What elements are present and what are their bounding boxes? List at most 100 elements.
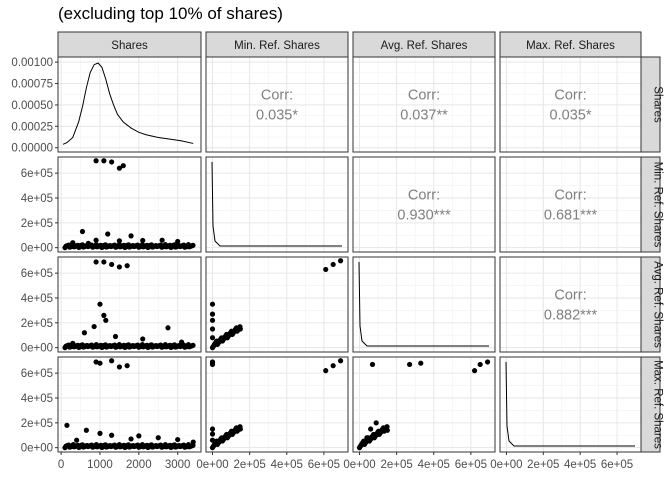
panel-grid <box>500 157 641 252</box>
x-tick-label: 6e+05 <box>601 459 633 471</box>
panel-border <box>205 356 349 453</box>
correlation-value: 0.930*** <box>397 208 451 224</box>
scatter-point <box>109 432 115 438</box>
panel-grid <box>500 57 641 152</box>
scatter-point <box>64 422 70 428</box>
column-strip-label: Max. Ref. Shares <box>526 40 615 52</box>
column-strip <box>57 31 202 58</box>
scatter-point <box>209 326 216 332</box>
panel-grid <box>353 257 495 352</box>
scatter-point <box>79 228 86 235</box>
scatter-point <box>165 325 171 331</box>
scatter-dense-band <box>356 424 390 451</box>
scatter-point <box>477 361 483 368</box>
scatter-point <box>97 301 103 307</box>
scatter-point <box>484 359 491 365</box>
y-tick-label: 0e+00 <box>21 443 53 455</box>
y-tick-label: 0.00050 <box>11 100 53 112</box>
x-tick-label: 0 <box>58 459 64 471</box>
scatter-point <box>109 358 115 364</box>
scatter-point <box>190 442 196 448</box>
scatter-point <box>323 266 329 273</box>
scatter-point <box>124 363 130 369</box>
panel-grid <box>353 57 495 152</box>
y-tick-label: 0.00100 <box>11 57 53 69</box>
y-tick-label: 0e+00 <box>21 243 53 255</box>
scatter-point <box>112 333 119 340</box>
panel-border <box>205 156 349 253</box>
scatter-point <box>128 233 134 239</box>
scatter-point <box>175 436 181 443</box>
row-strip-label: Max. Ref. Shares <box>652 360 664 449</box>
x-tick-label: 4e+05 <box>271 459 303 471</box>
y-tick-label: 0.00000 <box>11 143 53 155</box>
panel-background <box>58 257 201 352</box>
y-tick-label: 2e+05 <box>21 318 53 330</box>
scatter-point <box>368 426 374 432</box>
panel-grid <box>353 157 495 252</box>
panel-grid <box>206 157 348 252</box>
panel-border <box>499 256 642 353</box>
panel-border <box>57 256 202 353</box>
x-tick-label: 0e+00 <box>490 459 522 471</box>
panel-grid <box>206 357 348 452</box>
x-tick-label: 2e+05 <box>380 459 412 471</box>
scatter-dense-band <box>62 442 196 451</box>
density-curve <box>505 361 635 447</box>
row-strip-label: Shares <box>652 86 664 123</box>
correlation-value: 0.882*** <box>544 308 598 324</box>
scatter-point <box>124 263 130 269</box>
correlation-value: 0.035* <box>256 108 298 124</box>
scatter-point <box>116 165 122 171</box>
panel-border <box>499 56 642 153</box>
panel-grid <box>500 257 641 352</box>
column-strip-label: Avg. Ref. Shares <box>381 40 468 52</box>
scatter-point <box>418 360 424 366</box>
scatter-point <box>471 368 478 374</box>
panel-background <box>500 157 641 252</box>
row-strip-label: Min. Ref. Shares <box>652 162 664 248</box>
y-tick-label: 6e+05 <box>21 168 53 180</box>
scatter-point <box>81 330 88 336</box>
scatter-point <box>330 363 336 369</box>
column-strip <box>352 31 496 58</box>
density-curve <box>358 261 489 347</box>
scatter-point <box>136 433 142 439</box>
scatter-point <box>323 368 329 374</box>
panel-border <box>352 256 496 353</box>
scatter-point <box>97 430 103 436</box>
y-tick-label: 0.00075 <box>11 79 53 91</box>
scatter-point <box>330 261 336 268</box>
panel-border <box>499 156 642 253</box>
y-tick-label: 4e+05 <box>21 293 53 305</box>
scatter-point <box>209 431 216 437</box>
correlation-label: Corr: <box>408 88 440 104</box>
correlation-label: Corr: <box>408 188 440 204</box>
x-tick-label: 4e+05 <box>418 459 450 471</box>
y-tick-label: 6e+05 <box>21 368 53 380</box>
scatter-point <box>140 336 146 342</box>
scatter-point <box>74 437 80 443</box>
panel-border <box>352 156 496 253</box>
scatter-point <box>93 158 99 164</box>
scatter-point <box>101 259 107 265</box>
y-tick-label: 0e+00 <box>21 343 53 355</box>
y-tick-label: 6e+05 <box>21 268 53 280</box>
correlation-label: Corr: <box>261 88 293 104</box>
panel-border <box>57 356 202 453</box>
correlation-value: 0.681*** <box>544 208 598 224</box>
panel-grid <box>500 357 641 452</box>
y-tick-label: 4e+05 <box>21 193 53 205</box>
scatter-point <box>109 159 115 165</box>
scatter-point <box>105 231 111 237</box>
panel-grid <box>58 57 201 152</box>
scatter-point <box>101 312 107 318</box>
row-strip-label: Avg. Ref. Shares <box>652 261 664 348</box>
scatter-point <box>140 237 146 244</box>
scatter-point <box>209 361 216 368</box>
panel-background <box>206 157 348 252</box>
column-strip-label: Shares <box>111 40 148 52</box>
x-tick-label: 2e+05 <box>527 459 559 471</box>
scatter-point <box>116 264 122 270</box>
x-tick-label: 6e+05 <box>455 459 487 471</box>
